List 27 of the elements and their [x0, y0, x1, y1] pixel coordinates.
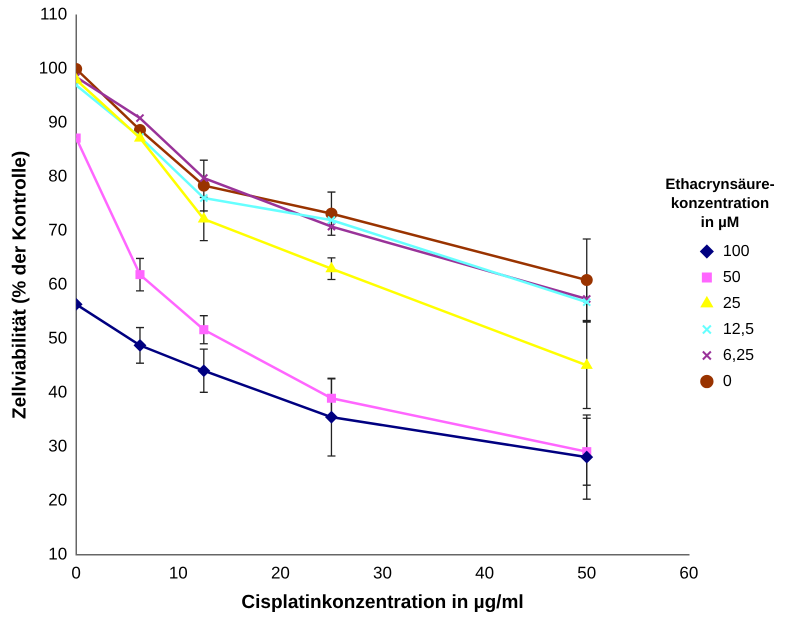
y-tick-label: 40 [48, 382, 68, 402]
x-axis-title: Cisplatinkonzentration in µg/ml [241, 592, 524, 613]
legend-label: 12,5 [722, 320, 754, 338]
y-tick-label: 70 [48, 220, 68, 240]
x-tick-label: 10 [168, 564, 188, 583]
y-tick-label: 20 [48, 490, 68, 510]
legend-label: 100 [722, 242, 750, 260]
x-tick-label: 30 [373, 564, 392, 583]
y-tick-label: 90 [48, 112, 68, 132]
y-axis-title: Zellviabilität (% der Kontrolle) [10, 150, 31, 419]
x-tick-label: 20 [270, 564, 290, 583]
y-tick-label: 100 [38, 58, 68, 78]
x-tick-label: 60 [679, 564, 698, 583]
x-tick-label: 0 [71, 564, 81, 583]
x-tick-label: 40 [475, 564, 494, 583]
y-tick-label: 110 [40, 4, 68, 24]
legend-label: 50 [722, 268, 741, 286]
legend-title: Ethacrynsäure- konzentration in µM [664, 174, 776, 232]
x-tick-label: 50 [577, 564, 596, 583]
legend-label: 0 [722, 372, 732, 390]
y-tick-label: 50 [48, 328, 68, 348]
y-tick-label: 10 [48, 544, 68, 564]
y-tick-label: 80 [48, 166, 68, 186]
y-tick-label: 30 [48, 436, 68, 456]
y-tick-label: 60 [48, 274, 68, 294]
legend-label: 6,25 [722, 346, 754, 364]
legend-label: 25 [722, 294, 741, 312]
